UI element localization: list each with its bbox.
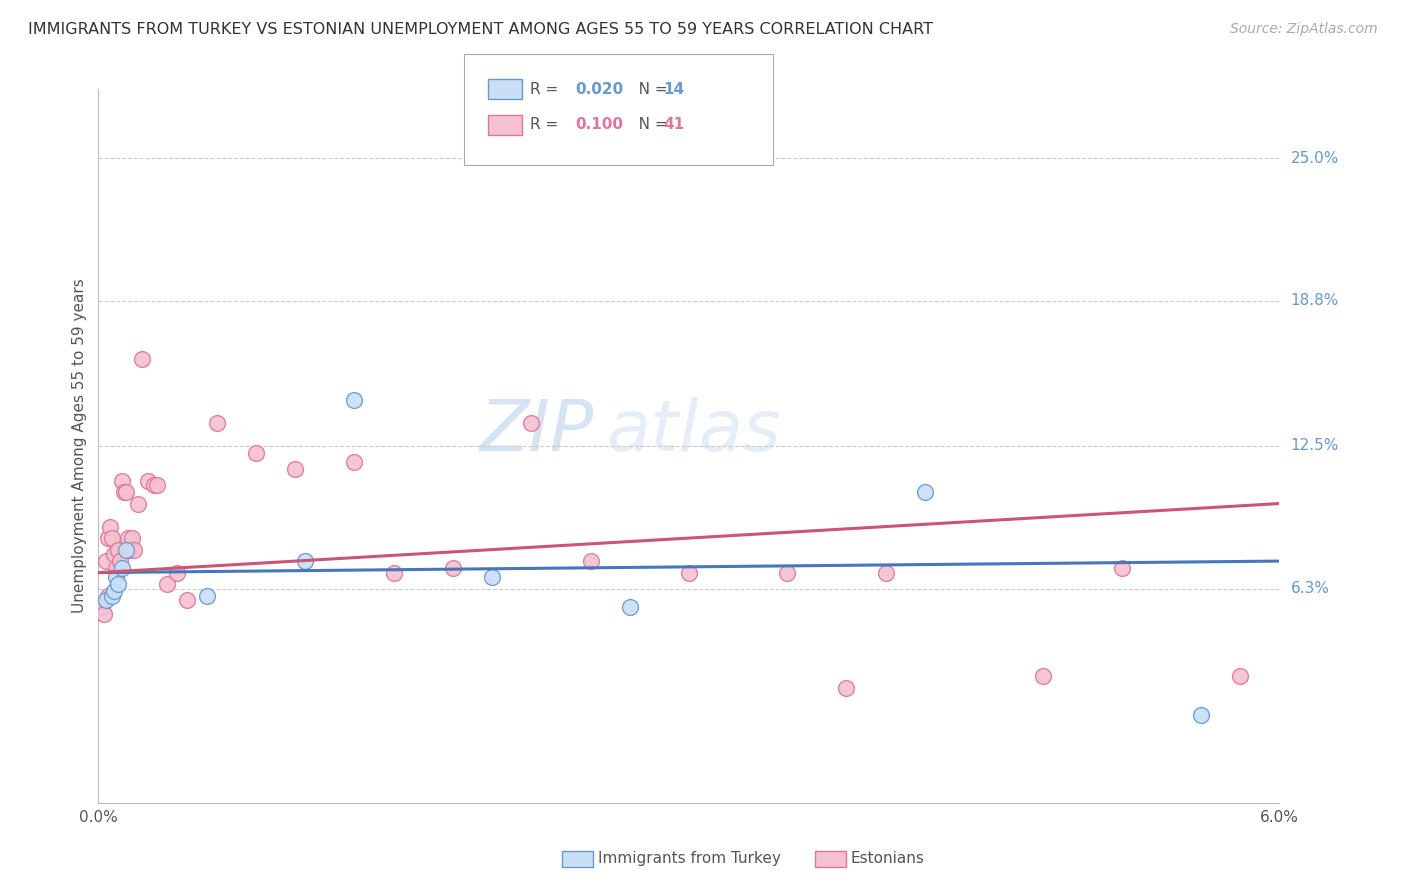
Text: 12.5%: 12.5%: [1291, 439, 1339, 453]
Point: [136, 474, 159, 488]
Point: [481, 570, 503, 584]
Text: 25.0%: 25.0%: [1291, 151, 1339, 166]
Point: [96, 593, 118, 607]
Point: [875, 566, 897, 580]
Point: [121, 531, 143, 545]
Point: [835, 681, 858, 695]
Point: [441, 561, 464, 575]
Point: [1189, 708, 1212, 723]
Point: [142, 478, 165, 492]
Point: [101, 531, 124, 545]
Point: [103, 584, 125, 599]
Point: [91, 600, 114, 615]
Point: [97, 531, 120, 545]
Point: [619, 600, 641, 615]
Point: [111, 474, 134, 488]
Text: N =: N =: [624, 118, 672, 132]
Point: [122, 542, 145, 557]
Text: 0.020: 0.020: [575, 82, 623, 96]
Text: 41: 41: [664, 118, 685, 132]
Point: [245, 446, 267, 460]
Point: [343, 455, 366, 469]
Point: [97, 589, 120, 603]
Point: [98, 519, 121, 533]
Point: [96, 554, 118, 568]
Point: [294, 554, 316, 568]
Y-axis label: Unemployment Among Ages 55 to 59 years: Unemployment Among Ages 55 to 59 years: [72, 278, 87, 614]
Point: [914, 485, 936, 500]
Point: [776, 566, 799, 580]
Text: 6.3%: 6.3%: [1291, 582, 1330, 596]
Text: Estonians: Estonians: [851, 852, 925, 866]
Point: [195, 589, 218, 603]
Text: 14: 14: [664, 82, 685, 96]
Point: [93, 607, 115, 621]
Text: R =: R =: [530, 82, 568, 96]
Point: [115, 542, 138, 557]
Point: [579, 554, 602, 568]
Text: N =: N =: [624, 82, 672, 96]
Point: [127, 497, 149, 511]
Point: [284, 462, 307, 476]
Point: [678, 566, 700, 580]
Point: [108, 554, 131, 568]
Text: 18.8%: 18.8%: [1291, 293, 1339, 309]
Point: [166, 566, 188, 580]
Point: [382, 566, 405, 580]
Text: 0.100: 0.100: [575, 118, 623, 132]
Point: [101, 589, 124, 603]
Point: [520, 416, 543, 430]
Point: [146, 478, 169, 492]
Point: [112, 485, 135, 500]
Text: 6.0%: 6.0%: [1260, 810, 1299, 825]
Point: [105, 570, 128, 584]
Point: [117, 531, 139, 545]
Point: [103, 547, 125, 561]
Point: [1229, 669, 1251, 683]
Point: [107, 577, 129, 591]
Text: atlas: atlas: [606, 397, 780, 467]
Point: [156, 577, 179, 591]
Point: [1032, 669, 1054, 683]
Point: [107, 542, 129, 557]
Point: [343, 392, 366, 407]
Text: 0.0%: 0.0%: [79, 810, 118, 825]
Text: Immigrants from Turkey: Immigrants from Turkey: [598, 852, 780, 866]
Text: IMMIGRANTS FROM TURKEY VS ESTONIAN UNEMPLOYMENT AMONG AGES 55 TO 59 YEARS CORREL: IMMIGRANTS FROM TURKEY VS ESTONIAN UNEMP…: [28, 22, 934, 37]
Point: [176, 593, 198, 607]
Point: [105, 561, 128, 575]
Point: [111, 561, 134, 575]
Point: [118, 542, 141, 557]
Point: [1111, 561, 1133, 575]
Text: R =: R =: [530, 118, 568, 132]
Point: [205, 416, 228, 430]
Text: Source: ZipAtlas.com: Source: ZipAtlas.com: [1230, 22, 1378, 37]
Point: [115, 485, 138, 500]
Point: [131, 351, 153, 366]
Text: ZIP: ZIP: [479, 397, 595, 467]
